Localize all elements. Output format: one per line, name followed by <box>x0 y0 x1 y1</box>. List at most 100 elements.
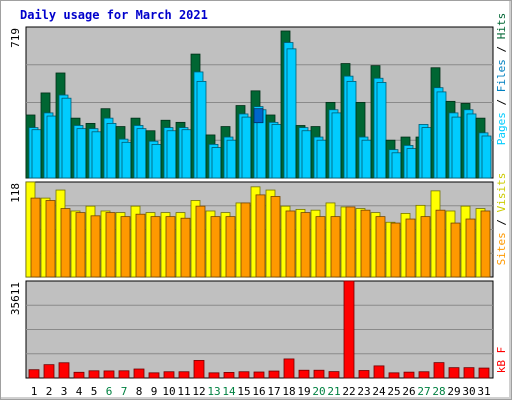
kbytes-bar <box>193 360 205 379</box>
kbytes-bar <box>28 369 40 379</box>
pages-bar <box>316 139 327 179</box>
kbytes-bar <box>178 371 190 379</box>
sites-bar <box>30 197 41 278</box>
pages-bar <box>61 97 72 179</box>
pages-bar <box>196 80 207 179</box>
day-label: 31 <box>477 385 490 398</box>
pages-bar <box>361 139 372 179</box>
sites-bar <box>420 216 431 278</box>
kbytes-bar <box>283 358 295 379</box>
kbytes-bar <box>163 371 175 379</box>
pages-bar <box>46 115 57 179</box>
pages-bar <box>466 113 477 179</box>
kbytes-bar <box>343 280 355 379</box>
sites-bar <box>450 222 461 278</box>
sites-bar <box>60 208 71 278</box>
pages-bar <box>406 148 417 179</box>
kbytes-bar <box>148 372 160 379</box>
sites-bar <box>390 222 401 278</box>
day-label: 7 <box>121 385 128 398</box>
day-label: 6 <box>106 385 113 398</box>
sites-bar <box>345 206 356 278</box>
sites-bar <box>330 216 341 278</box>
kbytes-bar <box>208 372 220 379</box>
legend-files: Files <box>495 59 508 92</box>
kbytes-bar <box>238 371 250 379</box>
legend-visits: Visits <box>495 173 508 213</box>
sites-bar <box>240 202 251 278</box>
sites-bar <box>435 209 446 278</box>
sites-bar <box>315 216 326 278</box>
day-label: 4 <box>76 385 83 398</box>
day-label: 30 <box>462 385 475 398</box>
legend-hits: Hits <box>495 13 508 40</box>
pages-bar <box>166 130 177 179</box>
day-label: 2 <box>46 385 53 398</box>
pages-bar <box>76 128 87 179</box>
chart-title: Daily usage for March 2021 <box>20 8 208 22</box>
day-label: 23 <box>357 385 370 398</box>
legend-separator: / <box>495 212 508 232</box>
sites-bar <box>120 216 131 278</box>
kbytes-bar <box>73 371 85 379</box>
day-label: 16 <box>252 385 265 398</box>
day-label: 17 <box>267 385 280 398</box>
sites-bar <box>300 212 311 278</box>
kbytes-bar <box>298 369 310 379</box>
day-label: 21 <box>327 385 340 398</box>
kbytes-bar <box>478 367 490 379</box>
day-label: 29 <box>447 385 460 398</box>
kbytes-bar <box>433 362 445 379</box>
pages-bar <box>436 91 447 179</box>
sites-bar <box>165 216 176 278</box>
legend-separator: / <box>495 92 508 112</box>
pages-bar <box>181 129 192 179</box>
pages-bar <box>136 128 147 179</box>
kbytes-bar <box>43 364 55 379</box>
kbytes-bar <box>118 370 130 379</box>
kbytes-bar <box>313 369 325 379</box>
day-label: 26 <box>402 385 415 398</box>
axis-legend-3: kB F <box>495 347 508 374</box>
pages-bar <box>451 116 462 179</box>
day-label: 1 <box>31 385 38 398</box>
kbytes-bar <box>463 367 475 379</box>
pages-bar <box>286 48 297 179</box>
pages-bar <box>271 124 282 179</box>
sites-bar <box>480 210 491 278</box>
pages-highlight-bar <box>253 108 264 124</box>
max-value-label-1: 719 <box>9 28 22 48</box>
sites-bar <box>75 212 86 278</box>
kbytes-bar <box>58 362 70 379</box>
sites-bar <box>255 194 266 278</box>
axis-legend-1: Pages / Files / Hits <box>495 13 508 146</box>
kbytes-bar <box>448 367 460 379</box>
day-label: 5 <box>91 385 98 398</box>
pages-bar <box>481 135 492 179</box>
sites-bar <box>150 216 161 278</box>
kbytes-bar <box>268 370 280 379</box>
kbytes-bar <box>388 372 400 379</box>
sites-bar <box>210 216 221 278</box>
day-label: 11 <box>177 385 190 398</box>
pages-bar <box>211 147 222 179</box>
day-label: 19 <box>297 385 310 398</box>
day-label: 28 <box>432 385 445 398</box>
sites-bar <box>225 216 236 278</box>
legend-sites: Sites <box>495 232 508 265</box>
sites-bar <box>105 212 116 278</box>
pages-bar <box>106 122 117 179</box>
kbytes-bar <box>373 365 385 379</box>
sites-bar <box>180 217 191 278</box>
pages-bar <box>226 139 237 179</box>
day-label: 25 <box>387 385 400 398</box>
kbytes-bar <box>328 371 340 379</box>
kbytes-bar <box>403 371 415 379</box>
sites-bar <box>195 205 206 278</box>
sites-bar <box>360 209 371 278</box>
legend-pages: Pages <box>495 112 508 145</box>
sites-bar <box>270 196 281 278</box>
day-label: 10 <box>162 385 175 398</box>
kbytes-bar <box>358 370 370 379</box>
